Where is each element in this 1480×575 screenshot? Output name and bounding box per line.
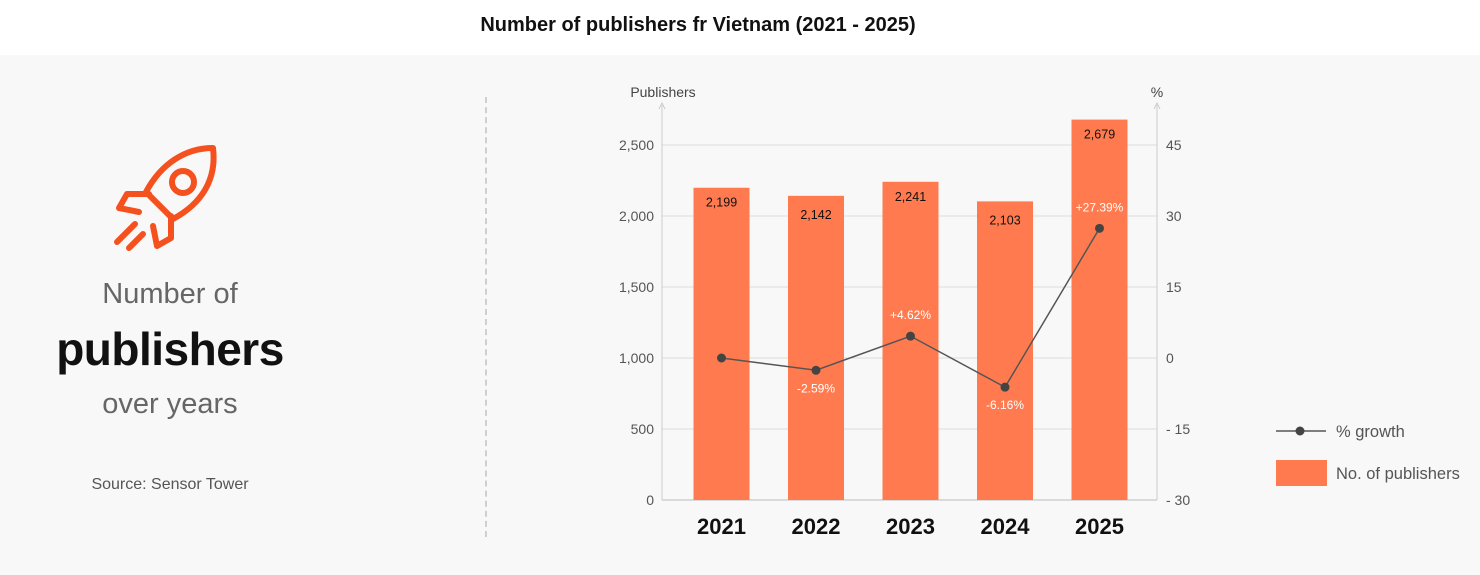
bar [1071, 119, 1128, 500]
y-tick-label: 2,000 [619, 208, 654, 224]
bar-value-label: 2,199 [706, 196, 737, 210]
growth-point [906, 331, 915, 341]
y-tick-label: 2,500 [619, 137, 654, 153]
legend-bar-swatch [1276, 460, 1327, 486]
growth-value-label: -2.59% [797, 381, 835, 395]
growth-point [717, 353, 726, 363]
y2-tick-label: 30 [1166, 208, 1182, 224]
legend-line-label: % growth [1336, 423, 1405, 441]
bar-value-label: 2,142 [800, 208, 831, 222]
bar-value-label: 2,679 [1084, 128, 1115, 142]
bar [788, 195, 844, 500]
bar-value-label: 2,103 [989, 213, 1020, 227]
y2-tick-label: - 15 [1166, 421, 1190, 437]
growth-value-label: -6.16% [986, 398, 1024, 412]
legend-line-marker [1295, 426, 1305, 436]
x-tick-label: 2025 [1075, 514, 1124, 539]
y2-axis-arrow [1153, 101, 1161, 110]
y2-tick-label: 45 [1166, 137, 1182, 153]
y-tick-label: 1,000 [619, 350, 654, 366]
y-tick-label: 0 [646, 492, 654, 508]
x-tick-label: 2024 [981, 514, 1031, 539]
y2-tick-label: 15 [1166, 279, 1182, 295]
growth-point [811, 365, 821, 375]
bar-value-label: 2,241 [895, 190, 926, 204]
x-tick-label: 2023 [886, 514, 935, 539]
y2-axis-label: % [1151, 84, 1163, 100]
headline-line-2: publishers [56, 323, 284, 375]
growth-point [1000, 382, 1010, 392]
y2-tick-label: 0 [1166, 350, 1174, 366]
growth-value-label: +4.62% [890, 308, 931, 322]
rocket-icon [114, 145, 217, 251]
bar [693, 187, 750, 500]
chart-title: Number of publishers fr Vietnam (2021 - … [480, 14, 916, 36]
headline-line-3: over years [102, 388, 238, 420]
x-tick-label: 2021 [697, 514, 746, 539]
y-axis-label: Publishers [630, 84, 695, 100]
bar [882, 181, 939, 500]
legend-bar-label: No. of publishers [1336, 465, 1460, 483]
source-note: Source: Sensor Tower [91, 476, 249, 493]
dashed-divider [485, 97, 487, 537]
y-tick-label: 500 [631, 421, 655, 437]
bar [977, 201, 1033, 500]
x-tick-label: 2022 [792, 514, 841, 539]
headline-line-1: Number of [102, 278, 238, 310]
y-tick-label: 1,500 [619, 279, 654, 295]
growth-value-label: +27.39% [1076, 200, 1124, 214]
y2-tick-label: - 30 [1166, 492, 1190, 508]
growth-point [1095, 223, 1104, 233]
y-axis-arrow [658, 101, 666, 110]
